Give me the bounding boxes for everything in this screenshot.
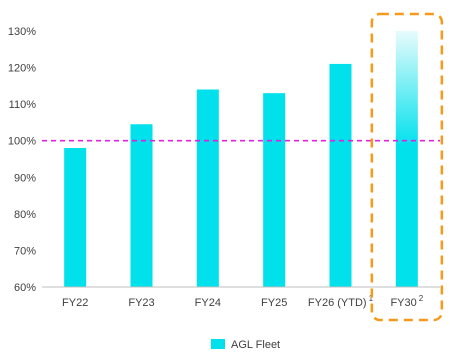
bar-fy26-ytd bbox=[329, 63, 352, 287]
y-tick-label: 80% bbox=[14, 209, 36, 221]
x-tick-label: FY25 bbox=[261, 297, 287, 309]
y-axis: 60% 70% 80% 90% 100% 110% 120% 130% bbox=[8, 26, 36, 294]
bar-fy25 bbox=[263, 93, 286, 288]
y-tick-label: 90% bbox=[14, 172, 36, 184]
highlight-box bbox=[370, 12, 444, 322]
x-tick-label: FY24 bbox=[195, 297, 221, 309]
footnote-marker: 1 bbox=[369, 294, 374, 303]
y-tick-label: 130% bbox=[8, 26, 36, 38]
y-tick-label: 120% bbox=[8, 63, 36, 75]
x-tick-label: FY22 bbox=[62, 297, 88, 309]
bar-fy22 bbox=[64, 148, 87, 287]
bars bbox=[64, 31, 418, 288]
y-tick-label: 70% bbox=[14, 245, 36, 257]
y-tick-label: 110% bbox=[9, 99, 37, 111]
y-tick-label: 60% bbox=[14, 282, 36, 294]
legend: AGL Fleet bbox=[211, 339, 280, 351]
footnote-marker: 2 bbox=[419, 294, 424, 303]
legend-swatch bbox=[211, 339, 225, 349]
x-tick-label: FY23 bbox=[128, 297, 154, 309]
x-tick-label: FY26 (YTD) 1 bbox=[308, 294, 374, 309]
legend-label: AGL Fleet bbox=[231, 339, 280, 351]
x-tick-label: FY30 2 bbox=[390, 294, 423, 309]
y-tick-label: 100% bbox=[8, 136, 36, 148]
highlight-group bbox=[370, 12, 444, 322]
bar-fy30 bbox=[395, 31, 418, 287]
bar-fy24 bbox=[196, 89, 219, 287]
bar-fy23 bbox=[130, 124, 153, 287]
x-axis: FY22 FY23 FY24 FY25 FY26 (YTD) 1 FY30 2 bbox=[42, 286, 440, 309]
